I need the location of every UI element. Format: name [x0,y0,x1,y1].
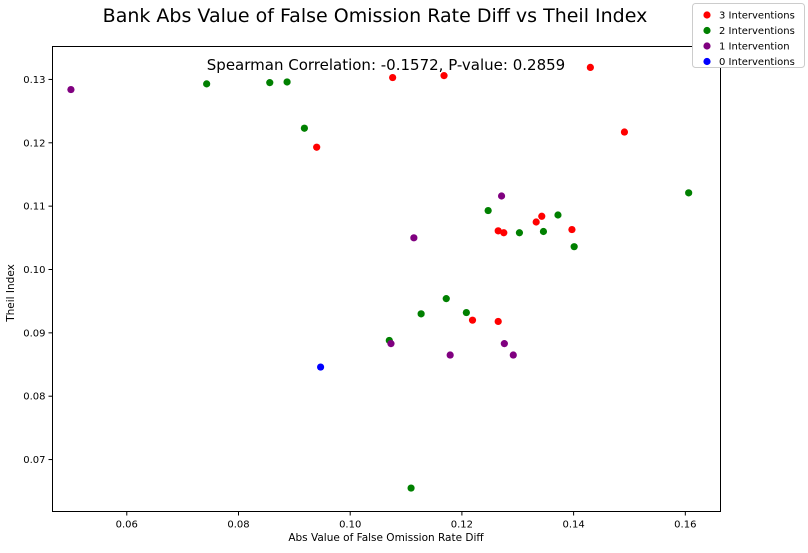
data-points [67,63,693,492]
x-tick-label: 0.06 [116,520,138,531]
data-point [67,85,75,94]
data-point [620,128,629,136]
data-point [440,72,448,80]
data-point [494,227,502,235]
y-tick-label: 0.12 [23,138,45,149]
y-axis: 0.07 0.08 0.09 0.10 0.11 0.12 0.13 [23,75,53,466]
data-point [203,80,211,88]
y-tick-label: 0.10 [23,265,45,276]
plot-area [52,46,721,512]
data-point [468,316,477,324]
data-point [389,73,397,82]
data-point [484,206,492,215]
data-point [570,243,578,251]
data-point [586,63,594,72]
legend-label: 3 Interventions [719,11,795,22]
data-point [442,295,450,303]
legend-marker [703,42,711,50]
x-axis-label: Abs Value of False Omission Rate Diff [288,532,484,544]
data-point [300,124,308,132]
chart-subtitle: Spearman Correlation: -0.1572, P-value: … [207,56,565,74]
legend: 3 Interventions 2 Interventions 1 Interven… [692,3,805,68]
x-tick-label: 0.08 [227,520,249,531]
data-point [417,310,425,318]
y-tick-label: 0.07 [23,455,45,466]
legend-marker [703,57,711,66]
data-point [446,351,454,359]
data-point [568,225,576,234]
data-point [500,229,508,237]
data-point [685,189,693,197]
legend-marker [703,26,711,35]
y-tick-label: 0.09 [23,328,45,339]
legend-marker [703,11,711,19]
x-tick-label: 0.12 [451,520,473,531]
legend-label: 1 Intervention [719,42,790,53]
data-point [283,78,291,86]
y-tick-label: 0.08 [23,392,45,403]
data-point [313,143,321,151]
data-point [532,218,540,226]
y-tick-label: 0.11 [23,202,45,213]
x-tick-label: 0.16 [674,520,696,531]
data-point [515,229,524,237]
data-point [407,484,415,492]
chart-title: Bank Abs Value of False Omission Rate Di… [103,5,648,27]
legend-label: 2 Interventions [719,26,795,37]
y-tick-label: 0.13 [23,75,45,86]
data-point [266,79,274,87]
data-point [462,308,470,317]
legend-frame [692,3,805,68]
data-point [316,363,325,371]
data-point [500,340,508,348]
data-point [497,192,506,200]
data-point [538,212,546,220]
x-tick-label: 0.10 [339,520,361,531]
data-point [539,227,548,236]
x-tick-label: 0.14 [562,520,584,531]
data-point [410,234,418,242]
legend-label: 0 Interventions [719,57,795,68]
data-point [494,317,502,326]
y-axis-label: Theil Index [5,264,17,323]
data-point [554,211,562,219]
data-point [387,340,395,348]
x-axis: 0.06 0.08 0.10 0.12 0.14 0.16 [116,511,696,531]
data-point [509,351,517,359]
